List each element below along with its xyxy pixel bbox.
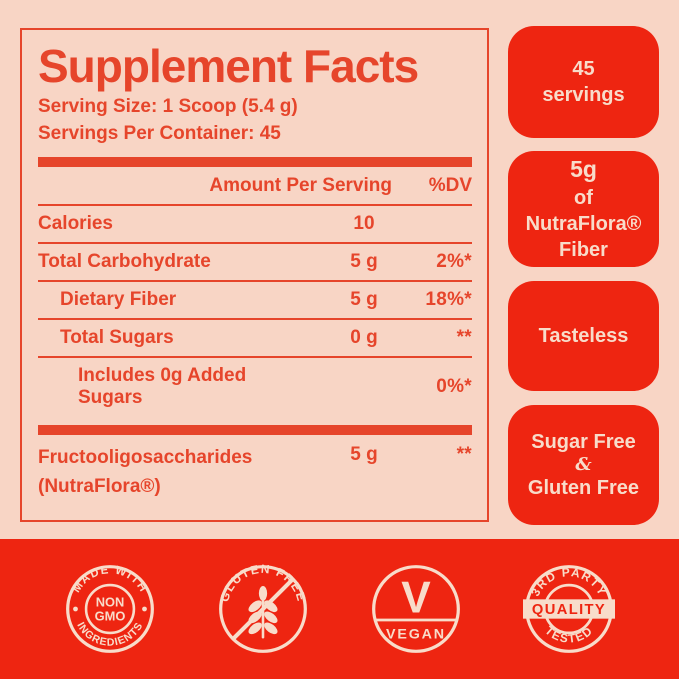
wheat-icon	[248, 586, 278, 639]
vegan-label: VEGAN	[386, 626, 446, 642]
table-row-total-carbohydrate: Total Carbohydrate 5 g 2%*	[38, 244, 472, 283]
ampersand: &	[575, 454, 592, 476]
row-dv: 0%*	[436, 376, 472, 398]
svg-text:TESTED: TESTED	[542, 623, 595, 646]
table-row-calories: Calories 10	[38, 206, 472, 245]
thick-divider-bar	[38, 425, 472, 436]
seal-outer-ring	[219, 565, 307, 653]
seal-outer-ring	[372, 565, 460, 653]
column-header-dv: %DV	[428, 175, 472, 197]
row-dv: **	[456, 444, 472, 466]
serving-size: Serving Size: 1 Scoop (5.4 g)	[38, 96, 298, 118]
row-amount: 5 g	[350, 289, 378, 311]
table-row-fructooligosaccharides: Fructooligosaccharides (NutraFlora®) 5 g…	[38, 435, 472, 511]
badge-servings: 45 servings	[508, 26, 659, 138]
seal-inner-ring	[84, 583, 136, 635]
gluten-free-seal: GLUTEN FREE	[217, 563, 307, 653]
table-header: Amount Per Serving %DV	[38, 167, 472, 207]
badge-tasteless: Tasteless	[508, 281, 659, 391]
seal-arc-top-text: MADE WITH	[71, 564, 149, 595]
badge-line: Fiber	[559, 238, 608, 261]
row-amount: 5 g	[350, 444, 378, 466]
badge-line: of NutraFlora®	[525, 186, 642, 235]
svg-text:MADE WITH: MADE WITH	[71, 564, 150, 595]
ingredient-brand: (NutraFlora®)	[38, 475, 161, 497]
badge-line: 5g	[570, 156, 597, 183]
quality-band-text: QUALITY	[532, 602, 606, 618]
seal-center-text: GMO	[95, 609, 126, 624]
vegan-v-letter: V	[401, 574, 431, 623]
seal-arc-bottom-text: TESTED	[542, 623, 594, 646]
badge-line: Gluten Free	[527, 476, 640, 499]
row-dv: 2%*	[436, 251, 472, 273]
table-row-added-sugars: Includes 0g Added Sugars 0%*	[38, 358, 472, 416]
badge-nutraflora-fiber: 5g of NutraFlora® Fiber	[508, 151, 659, 267]
svg-text:3RD PARTY: 3RD PARTY	[528, 565, 610, 598]
seal-outer-ring	[66, 565, 154, 653]
third-party-tested-seal: 3RD PARTY TESTED QUALITY	[523, 565, 615, 653]
table-row-total-sugars: Total Sugars 0 g **	[38, 320, 472, 359]
quality-band	[523, 599, 615, 619]
thick-divider-bar	[38, 520, 472, 522]
row-amount: 0 g	[350, 327, 378, 349]
non-gmo-seal: MADE WITH INGREDIENTS NON GMO	[66, 564, 154, 653]
badge-line: servings	[542, 84, 625, 106]
badge-line: 45	[572, 58, 595, 80]
supplement-facts-panel: Supplement Facts Serving Size: 1 Scoop (…	[20, 28, 489, 522]
dot-icon	[73, 606, 78, 612]
row-dv: **	[456, 327, 472, 349]
row-amount: 10	[353, 213, 375, 235]
row-amount: 5 g	[350, 251, 378, 273]
vegan-seal: V VEGAN	[372, 565, 460, 653]
badge-line: Sugar Free	[531, 431, 636, 454]
row-dv: 18%*	[425, 289, 472, 311]
seal-arc-top-text: 3RD PARTY	[528, 565, 608, 598]
panel-title: Supplement Facts	[38, 40, 419, 92]
row-label: Dietary Fiber	[60, 289, 177, 311]
thick-divider-bar	[38, 157, 472, 168]
servings-per-container: Servings Per Container: 45	[38, 123, 281, 145]
row-label: Total Sugars	[60, 327, 174, 349]
row-label: Includes 0g Added Sugars	[78, 365, 247, 409]
badge-line: Tasteless	[538, 325, 629, 347]
row-label: Fructooligosaccharides (NutraFlora®)	[38, 444, 314, 501]
dot-icon	[142, 606, 147, 612]
ingredient-name: Fructooligosaccharides	[38, 447, 253, 469]
column-header-amount: Amount Per Serving	[209, 175, 392, 197]
seal-center-text: NON	[96, 595, 125, 610]
row-label: Calories	[38, 213, 113, 235]
certification-band: MADE WITH INGREDIENTS NON GMO GLUTEN FRE…	[0, 539, 679, 679]
row-label: Total Carbohydrate	[38, 251, 211, 273]
table-row-dietary-fiber: Dietary Fiber 5 g 18%*	[38, 282, 472, 321]
badge-sugar-gluten-free: Sugar Free & Gluten Free	[508, 405, 659, 525]
